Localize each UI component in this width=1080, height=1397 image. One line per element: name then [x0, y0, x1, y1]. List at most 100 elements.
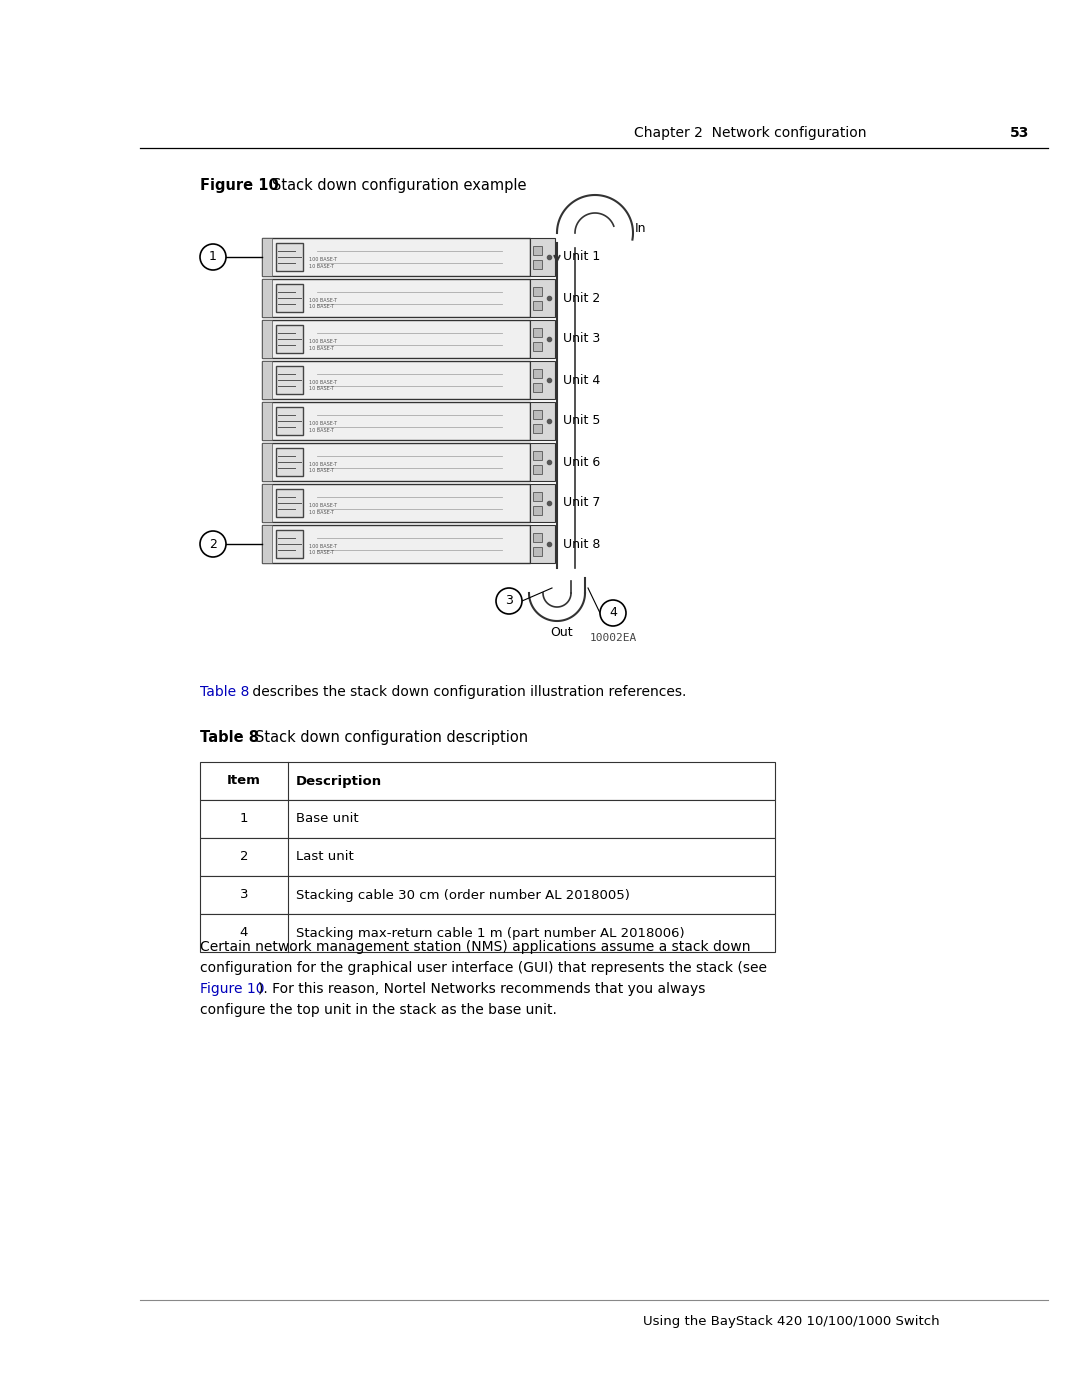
Bar [534, 288, 542, 296]
Text: Table 8: Table 8 [200, 685, 249, 698]
Bar [276, 407, 302, 436]
Bar [530, 279, 555, 317]
Text: Unit 3: Unit 3 [563, 332, 600, 345]
Bar [534, 506, 542, 515]
Bar [276, 324, 302, 353]
Text: ). For this reason, Nortel Networks recommends that you always: ). For this reason, Nortel Networks reco… [258, 982, 705, 996]
Text: Stack down configuration example: Stack down configuration example [272, 177, 527, 193]
Bar [534, 328, 542, 337]
Text: Figure 10: Figure 10 [200, 177, 279, 193]
Bar [534, 302, 542, 310]
Bar [530, 443, 555, 481]
Text: 1: 1 [240, 813, 248, 826]
Text: Unit 8: Unit 8 [563, 538, 600, 550]
Text: Unit 7: Unit 7 [563, 496, 600, 510]
Bar [534, 369, 542, 379]
Bar [534, 465, 542, 474]
Bar [200, 876, 775, 914]
Text: Unit 4: Unit 4 [563, 373, 600, 387]
Bar [534, 492, 542, 502]
Text: Certain network management station (NMS) applications assume a stack down: Certain network management station (NMS)… [200, 940, 751, 954]
Text: 100 BASE-T
10 BASE-T: 100 BASE-T 10 BASE-T [309, 298, 337, 310]
Bar [530, 320, 555, 358]
Text: 100 BASE-T
10 BASE-T: 100 BASE-T 10 BASE-T [309, 462, 337, 474]
Text: 3: 3 [240, 888, 248, 901]
Bar [276, 447, 302, 476]
Bar [262, 320, 530, 358]
Bar [534, 548, 542, 556]
Text: 2: 2 [210, 538, 217, 550]
Text: Stacking cable 30 cm (order number AL 2018005): Stacking cable 30 cm (order number AL 20… [296, 888, 630, 901]
Text: Out: Out [551, 626, 573, 640]
Text: Table 8: Table 8 [200, 731, 259, 745]
Bar [262, 443, 530, 481]
Text: 4: 4 [240, 926, 248, 940]
Bar [276, 489, 302, 517]
Bar [200, 914, 775, 951]
Bar [262, 360, 272, 400]
Text: Unit 6: Unit 6 [563, 455, 600, 468]
Bar [534, 425, 542, 433]
Bar [200, 800, 775, 838]
Text: 100 BASE-T
10 BASE-T: 100 BASE-T 10 BASE-T [309, 420, 337, 433]
Text: 100 BASE-T
10 BASE-T: 100 BASE-T 10 BASE-T [309, 503, 337, 514]
Text: 100 BASE-T
10 BASE-T: 100 BASE-T 10 BASE-T [309, 257, 337, 268]
Bar [276, 284, 302, 313]
Text: Description: Description [296, 774, 382, 788]
Text: 100 BASE-T
10 BASE-T: 100 BASE-T 10 BASE-T [309, 339, 337, 351]
Bar [262, 360, 530, 400]
Text: Item: Item [227, 774, 261, 788]
Circle shape [600, 599, 626, 626]
Bar [200, 838, 775, 876]
Bar [262, 443, 272, 481]
Bar [262, 237, 530, 277]
Text: describes the stack down configuration illustration references.: describes the stack down configuration i… [248, 685, 687, 698]
Text: 1: 1 [210, 250, 217, 264]
Circle shape [200, 244, 226, 270]
Bar [534, 451, 542, 460]
Bar [534, 411, 542, 419]
Bar [262, 402, 530, 440]
Text: 4: 4 [609, 606, 617, 619]
Bar [200, 761, 775, 800]
Text: 53: 53 [1010, 126, 1029, 140]
Bar [262, 320, 272, 358]
Bar [262, 237, 272, 277]
Bar [530, 360, 555, 400]
Text: configuration for the graphical user interface (GUI) that represents the stack (: configuration for the graphical user int… [200, 961, 767, 975]
Circle shape [496, 588, 522, 615]
Bar [262, 525, 530, 563]
Bar [262, 483, 530, 522]
Bar [276, 243, 302, 271]
Bar [534, 534, 542, 542]
Bar [262, 483, 272, 522]
Bar [276, 366, 302, 394]
Text: Last unit: Last unit [296, 851, 354, 863]
Bar [262, 279, 272, 317]
Text: Unit 2: Unit 2 [563, 292, 600, 305]
Text: Chapter 2  Network configuration: Chapter 2 Network configuration [634, 126, 866, 140]
Text: Using the BayStack 420 10/100/1000 Switch: Using the BayStack 420 10/100/1000 Switc… [644, 1315, 940, 1329]
Bar [262, 525, 272, 563]
Text: Unit 5: Unit 5 [563, 415, 600, 427]
Text: configure the top unit in the stack as the base unit.: configure the top unit in the stack as t… [200, 1003, 557, 1017]
Circle shape [200, 531, 226, 557]
Text: 100 BASE-T
10 BASE-T: 100 BASE-T 10 BASE-T [309, 380, 337, 391]
Text: Unit 1: Unit 1 [563, 250, 600, 264]
Bar [530, 483, 555, 522]
Text: 3: 3 [505, 595, 513, 608]
Text: Base unit: Base unit [296, 813, 359, 826]
Text: In: In [635, 222, 647, 235]
Bar [534, 246, 542, 256]
Bar [530, 525, 555, 563]
Text: Figure 10: Figure 10 [200, 982, 265, 996]
Text: 2: 2 [240, 851, 248, 863]
Bar [534, 383, 542, 393]
Bar [262, 279, 530, 317]
Text: Stacking max-return cable 1 m (part number AL 2018006): Stacking max-return cable 1 m (part numb… [296, 926, 685, 940]
Text: Stack down configuration description: Stack down configuration description [255, 731, 528, 745]
Bar [530, 237, 555, 277]
Bar [262, 402, 272, 440]
Bar [276, 529, 302, 559]
Bar [534, 342, 542, 351]
